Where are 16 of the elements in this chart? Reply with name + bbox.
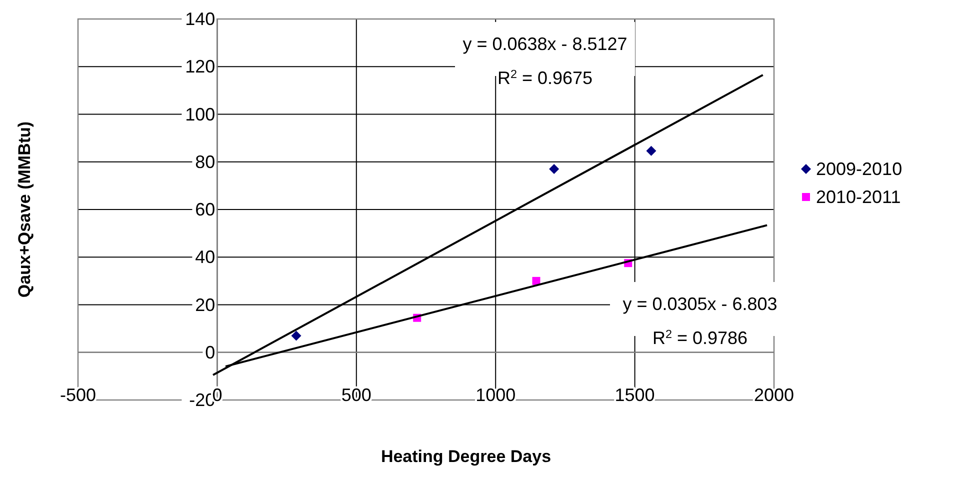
annotation: y = 0.0638x - 8.5127 R$^{2}$ = 0.9675 <box>462 34 628 88</box>
annotation: y = 0.0305x - 6.803 R$^{2}$ = 0.9786 <box>622 294 778 348</box>
y-tick-label: 60 <box>195 200 216 220</box>
x-tick-label: -500 <box>60 385 96 405</box>
y-axis-title: Qaux+Qsave (MMBtu) <box>15 121 34 298</box>
x-axis-title: Heating Degree Days <box>380 447 552 466</box>
y-tick-label: 20 <box>195 294 216 315</box>
y-tick-label: 120 <box>185 56 216 77</box>
y-tick-label: 0 <box>205 342 216 362</box>
y-tick-label: 100 <box>185 104 216 124</box>
y-tick-label: 80 <box>195 152 216 172</box>
y-tick-label: 140 <box>185 9 216 29</box>
legend-label: 2009-2010 <box>816 159 902 179</box>
y-tick-label: 40 <box>195 247 216 268</box>
x-tick-label: 2000 <box>754 385 794 405</box>
legend-label: 2010-2011 <box>816 187 901 207</box>
